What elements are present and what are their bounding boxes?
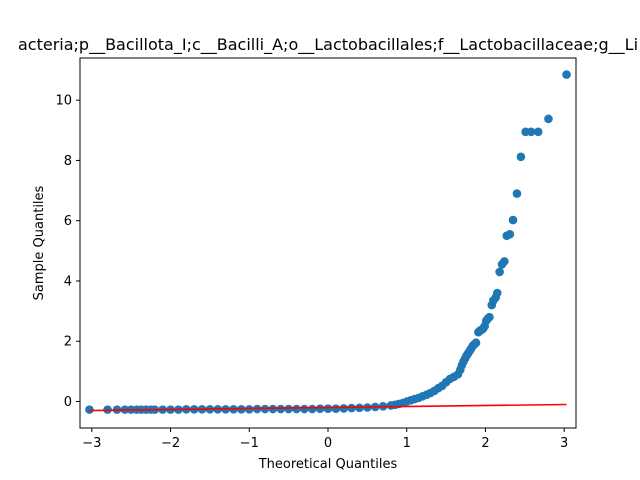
data-point [284, 404, 293, 414]
plot-area [85, 70, 571, 414]
x-axis: −3 −2 −1 0 1 2 3 [82, 428, 568, 451]
x-tick-label: −3 [82, 436, 101, 451]
data-point [505, 229, 515, 239]
y-tick-label: 6 [64, 214, 72, 229]
data-point [512, 189, 522, 198]
data-point [500, 257, 509, 266]
data-point [526, 127, 536, 137]
x-tick-label: 3 [560, 436, 568, 451]
data-point [292, 404, 301, 414]
data-point [562, 70, 571, 79]
data-point [300, 404, 309, 414]
data-point [471, 338, 481, 348]
data-point [544, 114, 553, 124]
data-point [533, 127, 543, 137]
y-tick-label: 2 [64, 335, 72, 350]
y-tick-label: 8 [64, 154, 72, 169]
chart-title: acteria;p__Bacillota_I;c__Bacilli_A;o__L… [18, 35, 638, 55]
data-point [347, 403, 356, 413]
x-tick-label: 0 [324, 436, 332, 451]
y-tick-label: 0 [64, 395, 72, 410]
data-point [495, 267, 504, 277]
x-tick-label: 1 [403, 436, 411, 451]
y-axis: 0 2 4 6 8 10 [55, 94, 80, 410]
data-point [508, 215, 518, 225]
data-point [276, 404, 286, 414]
data-point [339, 404, 349, 413]
data-point [85, 405, 94, 414]
y-tick-label: 4 [64, 274, 72, 289]
x-tick-label: 2 [481, 436, 489, 451]
x-axis-label: Theoretical Quantiles [258, 457, 398, 472]
data-point [307, 404, 317, 414]
data-point [323, 404, 333, 414]
data-point [315, 404, 325, 414]
data-point [485, 312, 494, 322]
data-point [516, 152, 526, 162]
data-point [268, 404, 278, 414]
data-point [244, 405, 254, 414]
data-point [331, 404, 341, 414]
data-point [492, 288, 502, 298]
x-tick-label: −2 [161, 436, 180, 451]
x-tick-label: −1 [240, 436, 259, 451]
y-tick-label: 10 [55, 94, 72, 109]
y-axis-label: Sample Quantiles [32, 185, 47, 300]
reference-line [89, 403, 567, 412]
